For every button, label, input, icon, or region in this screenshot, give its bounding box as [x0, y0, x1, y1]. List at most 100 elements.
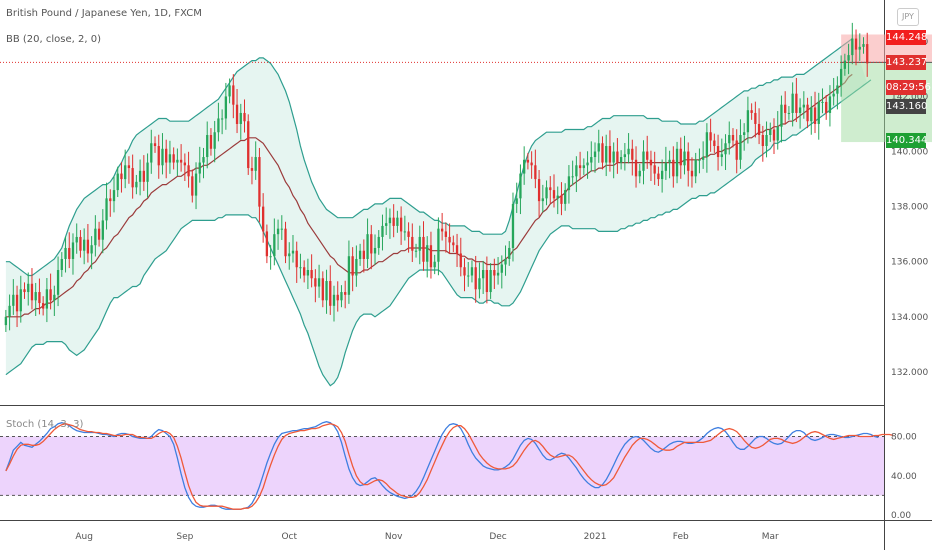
candle-up: [71, 242, 75, 259]
candle-up: [112, 190, 116, 202]
candle-down: [392, 217, 395, 226]
candle-down: [411, 236, 414, 251]
time-tick-label: 2021: [584, 532, 607, 542]
candle-up: [269, 256, 272, 258]
candle-down: [534, 165, 537, 180]
candle-down: [452, 242, 455, 246]
candle-down: [772, 129, 776, 141]
candle-down: [750, 110, 753, 113]
candle-down: [399, 217, 403, 232]
candle-down: [247, 121, 250, 169]
candle-up: [500, 264, 503, 273]
candle-up: [45, 289, 49, 309]
candle-up: [116, 173, 119, 191]
candle-up: [481, 270, 485, 279]
candle-down: [549, 187, 552, 191]
candle-up: [575, 165, 578, 177]
candle-down: [109, 198, 112, 202]
candle-up: [642, 151, 645, 171]
candle-down: [616, 151, 619, 163]
candle-up: [228, 85, 231, 97]
candle-down: [690, 170, 694, 177]
price-tick-label: 138.000: [891, 203, 928, 213]
candle-up: [206, 135, 209, 158]
time-tick-label: Mar: [762, 532, 779, 542]
candle-up: [19, 289, 22, 312]
price-tick-label: 140.000: [891, 148, 928, 158]
candle-up: [8, 305, 11, 317]
candle-up: [168, 154, 172, 163]
candle-up: [105, 198, 108, 221]
candle-up: [839, 68, 843, 86]
chart-title: British Pound / Japanese Yen, 1D, FXCM: [6, 8, 202, 19]
candle-up: [306, 270, 310, 276]
currency-badge[interactable]: JPY: [897, 8, 919, 26]
candle-up: [769, 129, 772, 135]
candle-up: [567, 176, 571, 191]
candle-up: [291, 250, 295, 254]
candle-up: [75, 236, 78, 243]
candle-down: [825, 101, 828, 113]
candle-up: [571, 176, 574, 178]
candle-down: [284, 228, 287, 257]
candle-up: [27, 283, 30, 293]
candle-down: [310, 270, 313, 279]
stoch-k-line: [5, 421, 879, 510]
prev-close-tag: 143.160: [886, 99, 928, 114]
candle-up: [802, 104, 805, 108]
candle-up: [523, 159, 526, 174]
candle-down: [649, 159, 653, 166]
candle-up: [299, 267, 302, 269]
candle-up: [836, 85, 839, 94]
candle-up: [60, 258, 63, 270]
time-tick-label: Oct: [281, 532, 297, 542]
candle-up: [325, 281, 328, 301]
time-tick-label: Nov: [385, 532, 403, 542]
candle-up: [194, 173, 198, 196]
candle-down: [86, 239, 90, 254]
candle-up: [83, 239, 86, 251]
candle-down: [79, 236, 82, 251]
candle-down: [813, 107, 817, 124]
candle-up: [593, 151, 597, 158]
candle-down: [351, 256, 354, 276]
candle-down: [261, 206, 265, 232]
candle-down: [537, 179, 541, 202]
candle-up: [858, 46, 861, 50]
candle-up: [582, 165, 585, 169]
candle-up: [664, 162, 668, 171]
candle-up: [470, 267, 474, 276]
candle-down: [493, 270, 496, 276]
candle-down: [526, 159, 530, 163]
candle-down: [634, 159, 638, 177]
candle-down: [131, 168, 134, 188]
candle-down: [179, 159, 183, 163]
candle-up: [851, 38, 854, 56]
candle-up: [743, 132, 746, 135]
candle-up: [418, 236, 421, 251]
candle-down: [38, 292, 41, 304]
candle-up: [541, 198, 544, 202]
candle-down: [127, 165, 131, 169]
candle-down: [191, 176, 194, 196]
stoch-label[interactable]: Stoch (14, 3, 3): [6, 419, 84, 430]
candle-up: [381, 225, 384, 237]
time-tick-label: Sep: [176, 532, 193, 542]
candle-up: [489, 270, 492, 293]
price-tick-label: 142.000: [891, 92, 928, 102]
candle-down: [459, 253, 462, 268]
candle-down: [329, 281, 332, 306]
candle-up: [612, 151, 615, 163]
candle-down: [295, 250, 298, 268]
candle-up: [508, 247, 511, 259]
candle-up: [586, 162, 589, 166]
candle-up: [765, 135, 768, 147]
candle-down: [370, 234, 373, 254]
indicator-label[interactable]: BB (20, close, 2, 0): [6, 34, 101, 45]
candle-up: [288, 253, 291, 257]
candle-up: [224, 96, 228, 119]
candle-up: [787, 112, 791, 114]
candle-down: [49, 289, 52, 301]
price-tick-label: 132.000: [891, 368, 928, 378]
